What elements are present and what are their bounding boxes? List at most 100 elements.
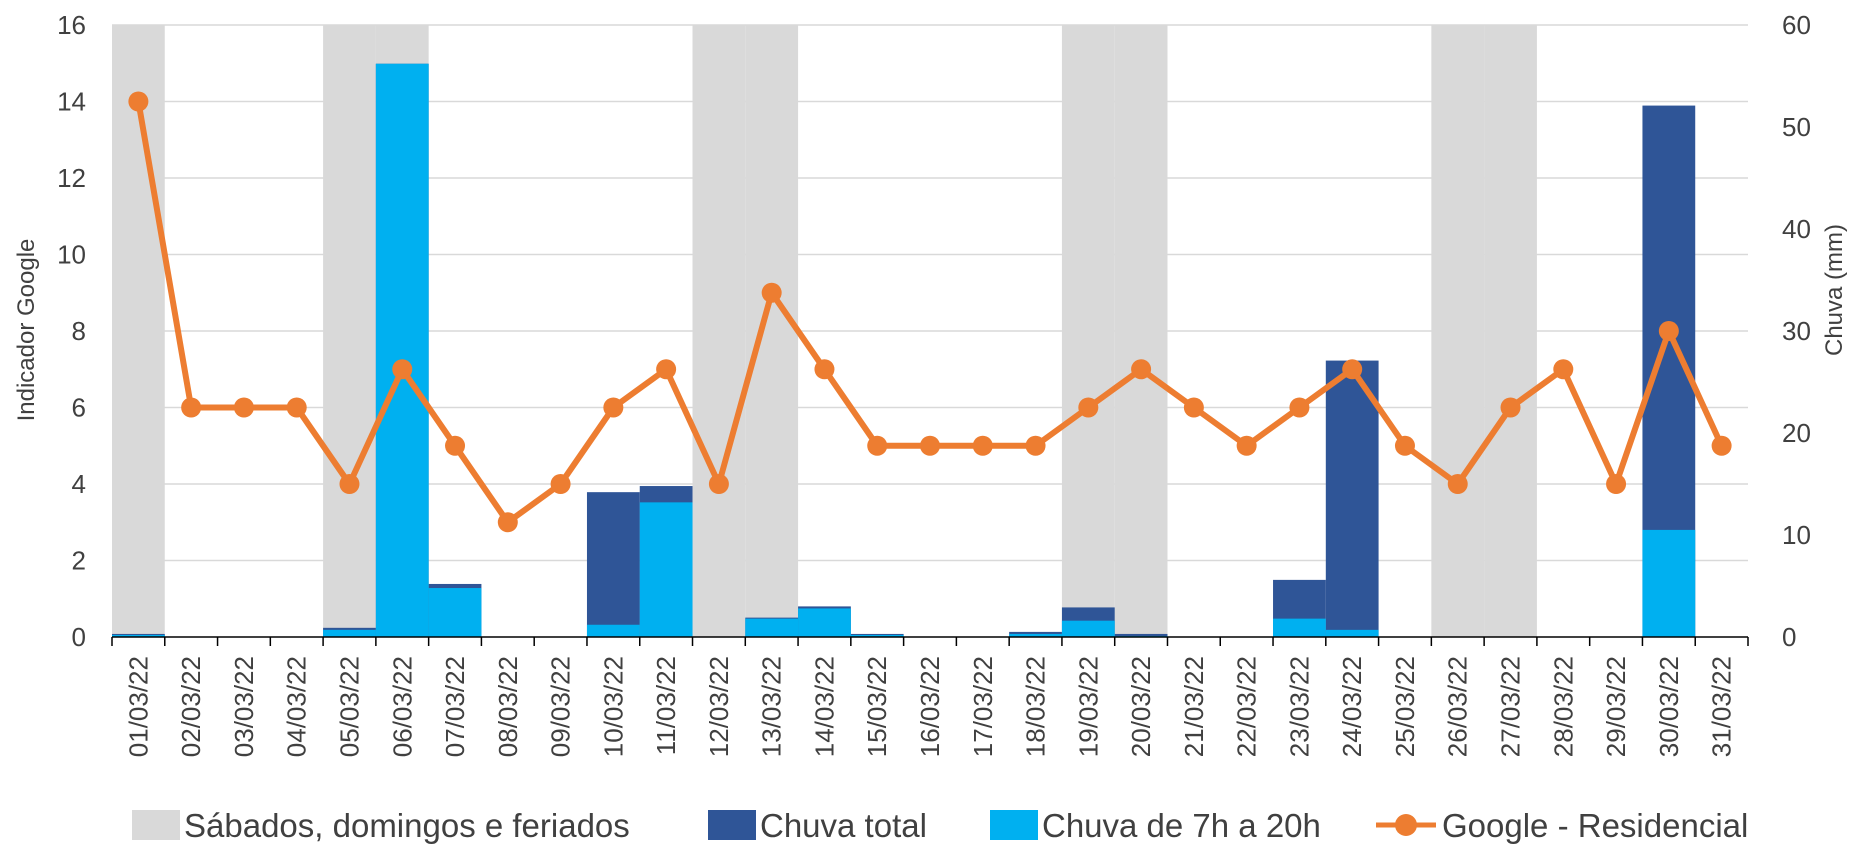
x-tick-label: 17/03/22 <box>968 656 998 757</box>
left-tick-label: 14 <box>57 87 86 117</box>
right-tick-label: 60 <box>1782 10 1811 40</box>
legend-label-chuva-7h-20h: Chuva de 7h a 20h <box>1042 807 1321 844</box>
x-tick-label: 26/03/22 <box>1443 656 1473 757</box>
bar-chuva-7h-20h <box>1642 529 1696 637</box>
x-tick-label: 28/03/22 <box>1548 656 1578 757</box>
bar-chuva-total <box>1114 633 1168 637</box>
x-tick-label: 13/03/22 <box>757 656 787 757</box>
bar-chuva-7h-20h <box>1273 618 1326 637</box>
bar-chuva-7h-20h <box>850 634 904 637</box>
right-tick-label: 10 <box>1782 520 1811 550</box>
point-google-residencial <box>761 282 782 303</box>
x-tick-label: 31/03/22 <box>1707 656 1737 757</box>
legend-swatch-weekends <box>132 810 180 840</box>
bar-chuva-7h-20h <box>1009 633 1062 637</box>
point-google-residencial <box>233 397 254 418</box>
point-google-residencial <box>972 435 993 456</box>
x-tick-label: 25/03/22 <box>1390 656 1420 757</box>
x-tick-label: 15/03/22 <box>862 656 892 757</box>
point-google-residencial <box>603 397 624 418</box>
point-google-residencial <box>339 474 360 494</box>
point-google-residencial <box>920 435 940 456</box>
bar-chuva-7h-20h <box>323 629 376 637</box>
right-tick-label: 40 <box>1782 214 1811 244</box>
point-google-residencial <box>1658 321 1679 341</box>
point-google-residencial <box>708 474 729 494</box>
legend-item-weekends: Sábados, domingos e feriados <box>132 807 630 844</box>
point-google-residencial <box>1183 397 1204 418</box>
bar-chuva-total <box>586 492 640 637</box>
x-tick-label: 10/03/22 <box>598 656 628 757</box>
x-tick-label: 06/03/22 <box>387 656 417 757</box>
x-tick-label: 29/03/22 <box>1601 656 1631 757</box>
legend-swatch-chuva-total <box>708 810 756 840</box>
x-tick-label: 05/03/22 <box>334 656 364 757</box>
legend: Sábados, domingos e feriados Chuva total… <box>132 807 1748 844</box>
legend-marker-google <box>1395 814 1417 836</box>
bar-chuva-7h-20h <box>745 618 799 637</box>
x-tick-label: 30/03/22 <box>1654 656 1684 757</box>
right-axis-title: Chuva (mm) <box>1821 224 1848 356</box>
x-tick-label: 07/03/22 <box>440 656 470 757</box>
x-tick-label: 12/03/22 <box>704 656 734 757</box>
bar-chuva-7h-20h <box>112 634 165 637</box>
bar-chuva-7h-20h <box>798 608 851 637</box>
point-google-residencial <box>181 397 202 418</box>
bar-chuva-7h-20h <box>428 588 482 637</box>
x-tick-label: 02/03/22 <box>176 656 206 757</box>
point-google-residencial <box>1711 435 1732 456</box>
point-google-residencial <box>1025 435 1046 456</box>
left-tick-label: 4 <box>72 469 86 499</box>
point-google-residencial <box>1289 397 1310 418</box>
left-axis-title: Indicador Google <box>13 239 40 422</box>
point-google-residencial <box>1131 359 1152 380</box>
x-tick-label: 08/03/22 <box>493 656 523 757</box>
right-axis-ticks: 0 10 20 30 40 50 60 <box>1782 10 1811 652</box>
right-tick-label: 50 <box>1782 112 1811 142</box>
x-tick-label: 22/03/22 <box>1232 656 1262 757</box>
x-tick-label: 14/03/22 <box>809 656 839 757</box>
bar-chuva-total <box>1325 360 1379 637</box>
legend-item-chuva-total: Chuva total <box>708 807 927 844</box>
point-google-residencial <box>1553 359 1574 380</box>
left-tick-label: 10 <box>57 240 86 270</box>
legend-label-chuva-total: Chuva total <box>760 807 927 844</box>
x-tick-label: 27/03/22 <box>1496 656 1526 757</box>
legend-label-google: Google - Residencial <box>1442 807 1748 844</box>
point-google-residencial <box>286 397 307 418</box>
point-google-residencial <box>1606 474 1627 494</box>
point-google-residencial <box>814 359 835 380</box>
x-tick-label: 24/03/22 <box>1337 656 1367 757</box>
left-tick-label: 8 <box>72 316 86 346</box>
legend-item-google: Google - Residencial <box>1376 807 1748 844</box>
point-google-residencial <box>392 359 413 380</box>
x-tick-label: 11/03/22 <box>651 656 681 755</box>
point-google-residencial <box>1236 435 1257 456</box>
bar-chuva-7h-20h <box>1061 620 1115 637</box>
bar-chuva-7h-20h <box>1325 629 1379 637</box>
x-tick-label: 19/03/22 <box>1073 656 1103 757</box>
right-tick-label: 0 <box>1782 622 1796 652</box>
left-tick-label: 2 <box>72 546 86 576</box>
point-google-residencial <box>1078 397 1099 418</box>
legend-label-weekends: Sábados, domingos e feriados <box>184 807 630 844</box>
left-tick-label: 16 <box>57 10 86 40</box>
point-google-residencial <box>1500 397 1521 418</box>
point-google-residencial <box>1394 435 1415 456</box>
x-tick-label: 03/03/22 <box>229 656 259 757</box>
x-tick-label: 20/03/22 <box>1126 656 1156 757</box>
google-line <box>128 91 1732 533</box>
point-google-residencial <box>867 435 888 456</box>
point-google-residencial <box>445 435 466 456</box>
right-tick-label: 20 <box>1782 418 1811 448</box>
left-axis-ticks: 0 2 4 6 8 10 12 14 16 <box>57 10 86 652</box>
point-google-residencial <box>656 359 677 380</box>
point-google-residencial <box>550 474 571 494</box>
x-tick-label: 21/03/22 <box>1179 656 1209 757</box>
bar-chuva-7h-20h <box>375 63 429 637</box>
legend-swatch-chuva-7h-20h <box>990 810 1038 840</box>
legend-item-chuva-7h-20h: Chuva de 7h a 20h <box>990 807 1321 844</box>
left-tick-label: 12 <box>57 163 86 193</box>
x-tick-label: 23/03/22 <box>1284 656 1314 757</box>
